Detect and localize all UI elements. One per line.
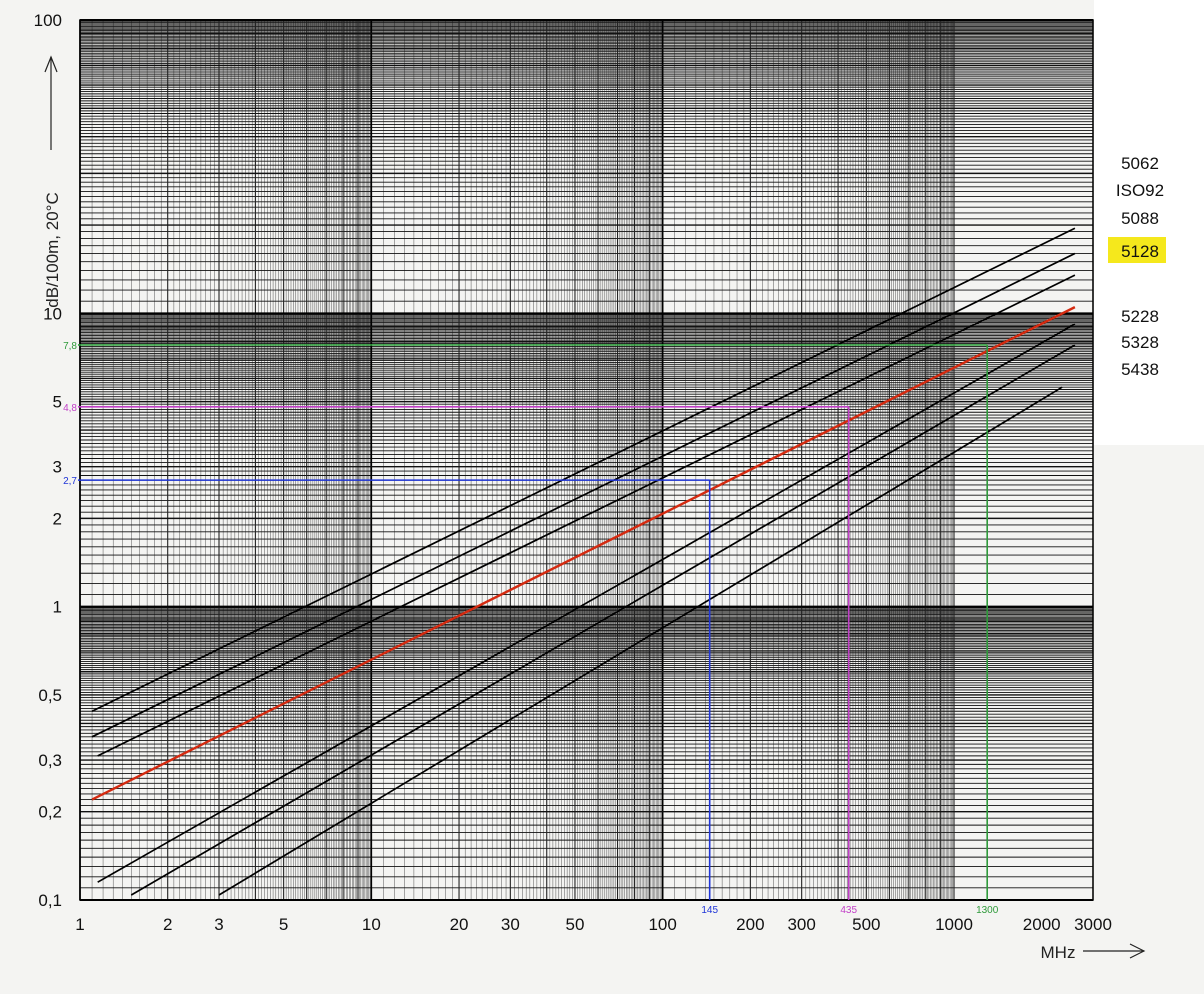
x-tick-label: 1	[75, 915, 84, 934]
y-tick-labels: 0,1 0,2 0,3 0,5 1 2 3 5 10 100	[34, 11, 62, 910]
x-tick-label: 10	[362, 915, 381, 934]
x-axis-title: MHz	[1041, 943, 1146, 962]
series-line-5228	[97, 323, 1076, 883]
plot-frame	[79, 19, 1094, 901]
y-tick-label: 2	[53, 509, 62, 528]
series-line-5088	[97, 274, 1076, 757]
y-tick-label: 0,1	[38, 891, 62, 910]
annotation-y-label: 7,8	[63, 341, 77, 352]
series-label-5088: 5088	[1121, 209, 1159, 228]
y-axis-label: dB/100m, 20°C	[43, 192, 62, 307]
annotation-layer: 2,7 145 4,8 435 7,8 1300	[63, 341, 999, 916]
series-layer	[91, 227, 1076, 896]
series-line-iso92	[91, 252, 1076, 738]
series-line-5328	[130, 344, 1076, 896]
y-tick-label: 0,3	[38, 751, 62, 770]
x-axis-label: MHz	[1041, 943, 1076, 962]
x-tick-label: 100	[648, 915, 676, 934]
series-line-5438	[218, 386, 1063, 896]
series-line-5062	[91, 227, 1076, 713]
series-label-5438: 5438	[1121, 360, 1159, 379]
x-tick-label: 3000	[1074, 915, 1112, 934]
x-tick-label: 2	[163, 915, 172, 934]
x-tick-label: 2000	[1023, 915, 1061, 934]
series-label-iso92: ISO92	[1116, 181, 1164, 200]
annotation-y-label: 2,7	[63, 476, 77, 487]
x-tick-label: 3	[214, 915, 223, 934]
series-label-5128: 5128	[1121, 242, 1159, 261]
y-tick-label: 5	[53, 393, 62, 412]
series-label-highlight	[1108, 237, 1166, 263]
y-tick-label: 1	[53, 598, 62, 617]
y-tick-label: 0,2	[38, 803, 62, 822]
x-tick-label: 20	[450, 915, 469, 934]
label-panel	[1094, 0, 1204, 445]
x-axis-arrow-head	[1129, 943, 1146, 959]
x-tick-label: 5	[279, 915, 288, 934]
grid-major	[79, 19, 1094, 901]
series-label-5328: 5328	[1121, 333, 1159, 352]
x-tick-label: 300	[787, 915, 815, 934]
x-tick-label: 200	[736, 915, 764, 934]
x-tick-label: 1000	[935, 915, 973, 934]
annotation-y-label: 4,8	[63, 403, 77, 414]
annotation-x-label: 435	[840, 905, 857, 916]
grid-minor	[80, 20, 1093, 900]
annotation-x-label: 145	[701, 905, 718, 916]
series-labels: 5062 ISO92 5088 5128 5228 5328 5438	[1108, 154, 1166, 379]
y-tick-label: 10	[43, 304, 62, 323]
annotation-x-label: 1300	[976, 905, 999, 916]
x-tick-label: 30	[501, 915, 520, 934]
series-label-5228: 5228	[1121, 307, 1159, 326]
series-line-5128	[91, 306, 1076, 801]
y-tick-label: 3	[53, 458, 62, 477]
x-tick-label: 500	[852, 915, 880, 934]
y-tick-label: 100	[34, 11, 62, 30]
x-tick-labels: 1 2 3 5 10 20 30 50 100 200 300 500 1000 2000 3000	[75, 915, 1112, 934]
y-axis-arrow-head	[44, 55, 58, 73]
series-label-5062: 5062	[1121, 154, 1159, 173]
y-tick-label: 0,5	[38, 686, 62, 705]
y-axis-title: dB/100m, 20°C	[43, 55, 62, 308]
x-tick-label: 50	[566, 915, 585, 934]
